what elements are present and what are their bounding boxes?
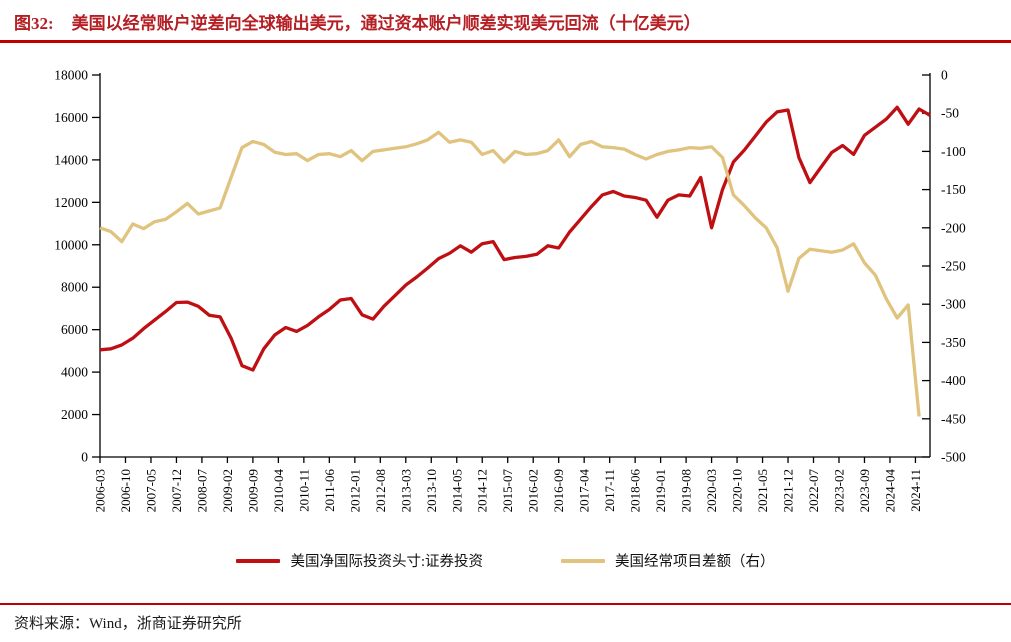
x-tick-label: 2007-12 <box>169 469 184 512</box>
figure-title-text: 美国以经常账户逆差向全球输出美元，通过资本账户顺差实现美元回流（十亿美元） <box>71 14 701 33</box>
x-tick-label: 2023-02 <box>831 469 846 512</box>
y-right-tick-label: -500 <box>941 450 966 465</box>
y-right-tick-label: -350 <box>941 335 966 350</box>
x-tick-label: 2012-08 <box>373 469 388 512</box>
x-tick-label: 2008-07 <box>194 469 209 513</box>
y-left-tick-label: 18000 <box>54 68 88 83</box>
x-tick-label: 2019-01 <box>653 469 668 512</box>
x-tick-label: 2011-06 <box>322 469 337 512</box>
y-left-tick-label: 10000 <box>54 237 88 252</box>
legend-label-current-account: 美国经常项目差额（右） <box>615 554 775 570</box>
legend-item-current-account: 美国经常项目差额（右） <box>561 550 775 571</box>
x-tick-label: 2019-08 <box>679 469 694 512</box>
y-right-tick-label: -400 <box>941 373 966 388</box>
series-line-0 <box>99 105 931 372</box>
x-tick-label: 2017-04 <box>577 469 592 513</box>
axes <box>99 73 931 458</box>
y-right-tick-label: -50 <box>941 106 959 121</box>
x-tick-label: 2007-05 <box>143 469 158 512</box>
y-left-tick-label: 8000 <box>61 280 88 295</box>
x-tick-label: 2016-09 <box>551 469 566 512</box>
x-tick-label: 2023-09 <box>857 469 872 512</box>
source-note: 资料来源：Wind，浙商证券研究所 <box>14 616 242 632</box>
x-tick-label: 2017-11 <box>602 469 617 512</box>
y-left-tick-label: 12000 <box>54 195 88 210</box>
chart-canvas: 18000 16000 14000 12000 10000 8000 6000 4000 200… <box>54 68 966 513</box>
x-tick-label: 2010-04 <box>271 469 286 513</box>
x-tick-label: 2014-05 <box>449 469 464 512</box>
x-tick-label: 2020-03 <box>704 469 719 512</box>
x-tick-label: 2006-03 <box>93 469 108 512</box>
y-right-tick-label: 0 <box>941 68 948 83</box>
y-left-tick-label: 2000 <box>61 407 88 422</box>
x-tick-label: 2010-11 <box>296 469 311 512</box>
figure-number: 图32: <box>14 14 54 33</box>
x-tick-label: 2022-07 <box>806 469 821 513</box>
legend-item-niip: 美国净国际投资头寸:证券投资 <box>236 550 483 571</box>
x-tick-label: 2024-11 <box>908 469 923 512</box>
x-tick-label: 2012-01 <box>347 469 362 512</box>
x-tick-label: 2020-10 <box>730 469 745 512</box>
y-left-tick-label: 14000 <box>54 152 88 167</box>
y-right-tick-label: -300 <box>941 297 966 312</box>
footer-divider <box>0 603 1011 605</box>
x-tick-label: 2016-02 <box>526 469 541 512</box>
x-tick-label: 2014-12 <box>475 469 490 512</box>
y-left-tick-label: 0 <box>81 450 88 465</box>
x-tick-label: 2021-05 <box>755 469 770 512</box>
legend-line-tan <box>561 558 606 563</box>
x-axis: 2006-03 2006-10 2007-05 2007-12 2008-07 2009-… <box>93 457 923 512</box>
y-right-tick-label: -100 <box>941 144 966 159</box>
x-tick-label: 2009-02 <box>220 469 235 512</box>
y-right-tick-label: -250 <box>941 259 966 274</box>
x-tick-label: 2018-06 <box>628 469 643 513</box>
title-divider <box>0 40 1011 43</box>
x-tick-label: 2009-09 <box>245 469 260 512</box>
x-tick-label: 2015-07 <box>500 469 515 513</box>
legend-line-red <box>236 558 281 563</box>
chart-legend: 美国净国际投资头寸:证券投资 美国经常项目差额（右） <box>0 550 1011 571</box>
x-tick-label: 2024-04 <box>882 469 897 513</box>
x-tick-label: 2006-10 <box>118 469 133 512</box>
y-left-tick-label: 6000 <box>61 322 88 337</box>
x-tick-label: 2013-03 <box>398 469 413 512</box>
x-tick-label: 2013-10 <box>424 469 439 512</box>
y-axis-left: 18000 16000 14000 12000 10000 8000 6000 4000 200… <box>54 68 100 465</box>
y-axis-right: 0 -50 -100 -150 -200 -250 -300 -350 -400 -450 -500 <box>922 68 966 465</box>
chart-area: 18000 16000 14000 12000 10000 8000 6000 4000 200… <box>0 55 1011 545</box>
y-right-tick-label: -200 <box>941 220 966 235</box>
y-left-tick-label: 16000 <box>54 110 88 125</box>
y-left-tick-label: 4000 <box>61 365 88 380</box>
y-right-tick-label: -450 <box>941 411 966 426</box>
y-right-tick-label: -150 <box>941 182 966 197</box>
series-line-1 <box>99 130 921 417</box>
legend-label-niip: 美国净国际投资头寸:证券投资 <box>290 554 484 570</box>
figure-title: 图32: 美国以经常账户逆差向全球输出美元，通过资本账户顺差实现美元回流（十亿美元… <box>14 9 701 34</box>
x-tick-label: 2021-12 <box>781 469 796 512</box>
